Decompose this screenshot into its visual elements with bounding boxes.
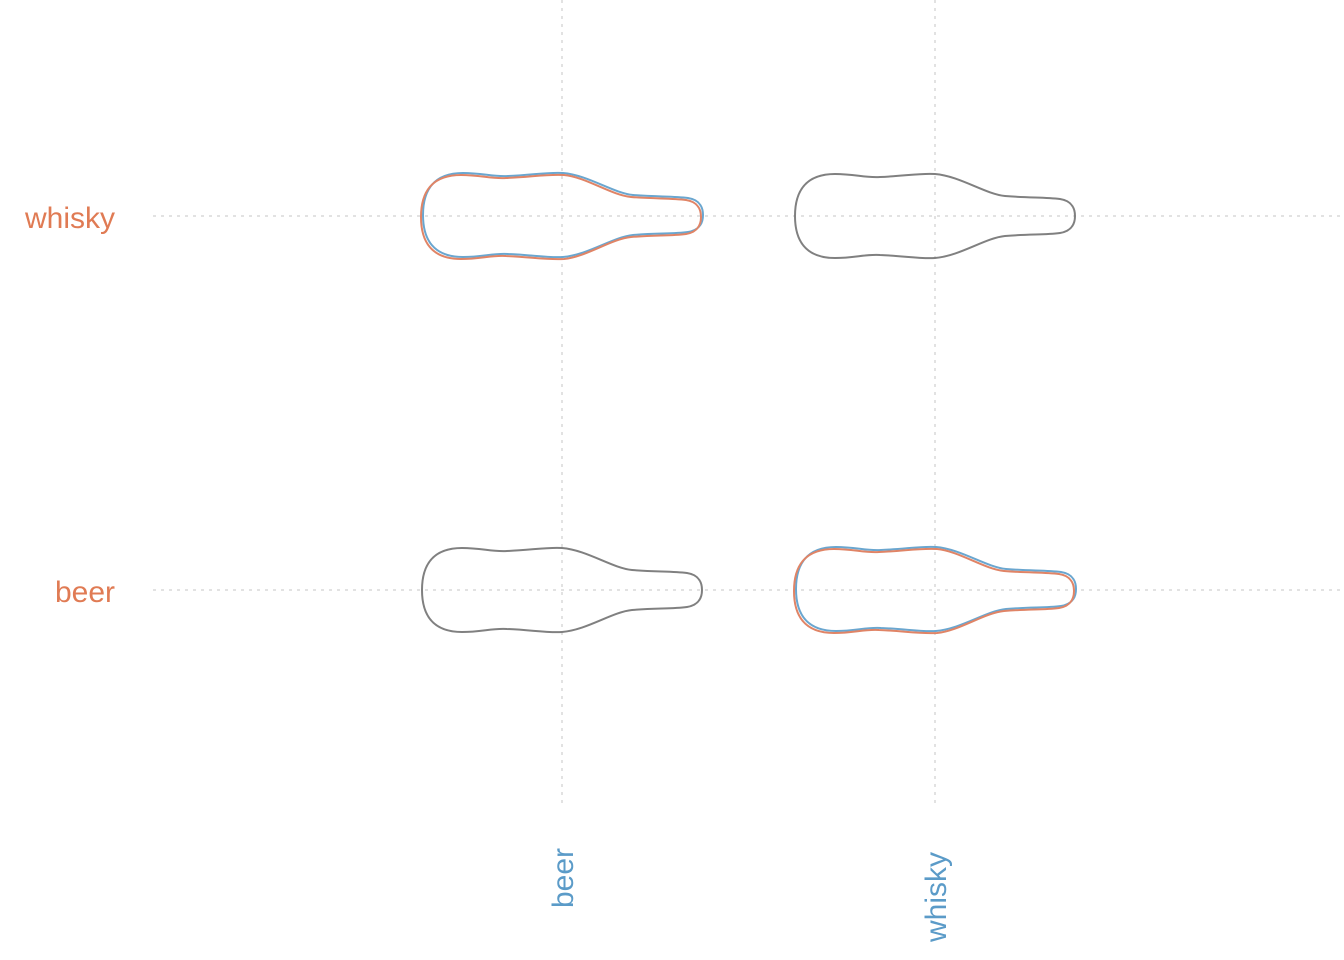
shape-outline-b — [792, 547, 1076, 635]
y-tick-label-beer: beer — [55, 576, 115, 609]
cell-whisky-whisky — [793, 172, 1077, 260]
x-tick-label-beer: beer — [547, 848, 580, 908]
y-tick-label-whisky: whisky — [24, 202, 115, 235]
cell-whisky-beer — [792, 545, 1078, 635]
grid-layer — [153, 0, 1344, 808]
shape-outline-a — [794, 545, 1078, 633]
x-tick-label-whisky: whisky — [920, 852, 953, 943]
shape-outline-b — [419, 173, 703, 261]
cell-beer-whisky — [419, 171, 705, 261]
shape-layer — [419, 171, 1078, 635]
shape-outline-neutral — [793, 172, 1077, 260]
shape-outline-neutral — [420, 546, 704, 634]
cell-beer-beer — [420, 546, 704, 634]
shape-outline-a — [421, 171, 705, 259]
